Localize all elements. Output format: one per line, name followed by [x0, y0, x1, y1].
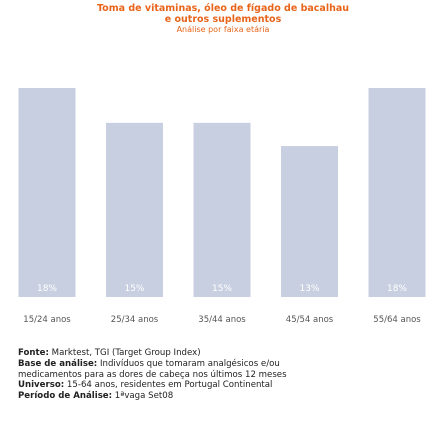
- footer-universe: Universo: 15-64 anos, residentes em Port…: [18, 380, 438, 391]
- x-tick-label-2: 25/34 anos: [111, 315, 159, 325]
- chart-title: Toma de vitaminas, óleo de fígado de bac…: [0, 3, 446, 35]
- bar-chart: 18% 15/24 anos 15% 25/34 anos 15% 35/44 anos 1…: [18, 88, 426, 325]
- bar-4: [281, 146, 338, 297]
- footer-base-value-1: Indivíduos que tomaram analgésicos e/ou: [97, 358, 280, 369]
- chart-title-line-2: e outros suplementos: [164, 13, 282, 25]
- x-tick-label-3: 35/44 anos: [198, 315, 246, 325]
- x-tick-label-4: 45/54 anos: [286, 315, 334, 325]
- bar-value-label-4: 13%: [299, 284, 319, 294]
- footer-period: Período de Análise: 1ªvaga Set08: [18, 391, 438, 402]
- footer-base: Base de análise: Indivíduos que tomaram …: [18, 359, 438, 370]
- chart-footer: Fonte: Marktest, TGI (Target Group Index…: [18, 348, 438, 402]
- footer-source: Fonte: Marktest, TGI (Target Group Index…: [18, 348, 438, 359]
- footer-period-value: 1ªvaga Set08: [112, 391, 174, 402]
- x-tick-label-5: 55/64 anos: [373, 315, 421, 325]
- bar-3: [193, 122, 251, 297]
- footer-base-continued: medicamentos para as dores de cabeça nos…: [18, 369, 287, 380]
- bar-5: [368, 88, 426, 297]
- footer-universe-value: 15-64 anos, residentes em Portugal Conti…: [64, 380, 273, 391]
- bar-2: [106, 122, 163, 297]
- footer-universe-key: Universo:: [18, 380, 65, 391]
- bar-value-label-1: 18%: [37, 284, 57, 294]
- x-tick-label-1: 15/24 anos: [23, 315, 71, 325]
- bar-value-label-3: 15%: [212, 284, 232, 294]
- footer-source-value: Marktest, TGI (Target Group Index): [48, 348, 201, 358]
- chart-subtitle: Análise por faixa etária: [176, 25, 270, 34]
- chart-title-line-1: Toma de vitaminas, óleo de fígado de bac…: [96, 3, 350, 14]
- footer-source-key: Fonte:: [18, 348, 49, 358]
- footer-period-key: Período de Análise:: [18, 391, 113, 402]
- bar-value-label-5: 18%: [387, 284, 407, 294]
- bar-1: [18, 88, 76, 297]
- footer-base-key: Base de análise:: [18, 358, 98, 369]
- bar-value-label-2: 15%: [124, 284, 144, 294]
